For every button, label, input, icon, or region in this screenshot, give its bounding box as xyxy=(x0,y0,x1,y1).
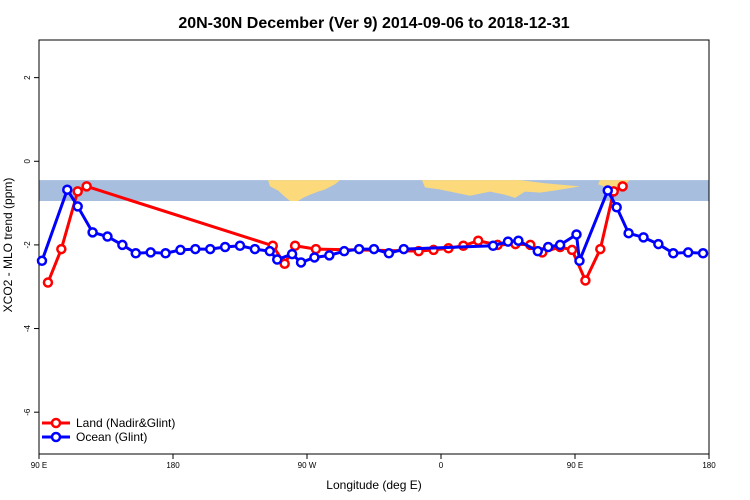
data-point-ocean xyxy=(36,255,48,267)
data-point-ocean xyxy=(219,241,231,253)
data-point-ocean xyxy=(513,235,524,246)
data-point-ocean xyxy=(175,244,186,256)
x-tick-label: 0 xyxy=(439,461,444,470)
data-point-ocean xyxy=(295,257,307,268)
data-point-ocean xyxy=(697,248,709,259)
y-axis-label: XCO2 - MLO trend (ppm) xyxy=(1,178,15,313)
data-point-land xyxy=(310,243,322,255)
data-point-ocean xyxy=(190,243,201,255)
x-tick-label: 180 xyxy=(166,461,180,470)
data-point-ocean xyxy=(117,239,128,251)
data-point-ocean xyxy=(204,243,216,255)
data-point-land xyxy=(56,243,67,255)
data-point-ocean xyxy=(102,231,113,242)
plot-frame xyxy=(38,39,710,455)
x-tick-label: 90 W xyxy=(298,461,317,470)
data-point-ocean xyxy=(130,248,142,259)
data-point-ocean xyxy=(72,201,83,212)
data-point-land xyxy=(42,277,54,288)
data-point-ocean xyxy=(653,238,664,250)
data-point-ocean xyxy=(571,229,582,240)
data-point-ocean xyxy=(487,240,499,251)
series-layer xyxy=(36,181,709,288)
data-point-ocean xyxy=(602,185,614,196)
legend-label: Land (Nadir&Glint) xyxy=(76,416,175,430)
y-tick-label: 0 xyxy=(23,158,32,163)
data-point-ocean xyxy=(338,245,350,257)
y-axis: 2 0 -2 -4 -6 xyxy=(23,75,39,416)
data-point-ocean xyxy=(249,243,261,255)
y-tick-label: -6 xyxy=(23,408,32,416)
x-tick-label: 90 E xyxy=(567,461,583,470)
data-point-ocean xyxy=(353,243,365,255)
data-point-ocean xyxy=(668,248,679,259)
data-point-ocean xyxy=(532,245,544,257)
data-point-ocean xyxy=(286,248,298,260)
legend-swatch-marker xyxy=(50,431,62,443)
y-tick-label: -2 xyxy=(23,241,32,249)
data-point-ocean xyxy=(638,232,649,243)
y-tick-label: 2 xyxy=(23,75,32,80)
data-point-ocean xyxy=(502,236,514,247)
legend-label: Ocean (Glint) xyxy=(76,430,147,444)
data-point-ocean xyxy=(383,248,395,259)
data-point-ocean xyxy=(264,245,276,257)
data-point-ocean xyxy=(682,247,694,258)
x-tick-label: 180 xyxy=(702,461,716,470)
data-point-ocean xyxy=(324,250,335,261)
data-point-land xyxy=(279,258,290,269)
legend: Land (Nadir&Glint)Ocean (Glint) xyxy=(42,416,175,444)
data-point-land xyxy=(81,181,92,192)
map-land-2 xyxy=(422,180,580,198)
y-tick-label: -4 xyxy=(23,324,32,332)
data-point-ocean xyxy=(271,254,283,265)
data-point-ocean xyxy=(554,239,566,251)
data-point-ocean xyxy=(611,202,622,213)
legend-swatch-marker xyxy=(50,417,62,429)
data-point-ocean xyxy=(309,252,320,263)
data-point-land xyxy=(617,181,628,192)
data-point-ocean xyxy=(145,247,156,258)
data-point-ocean xyxy=(87,227,98,238)
data-point-land xyxy=(289,240,301,251)
data-point-ocean xyxy=(62,184,73,195)
data-point-ocean xyxy=(542,241,554,253)
x-axis: 90 E 180 90 W 0 90 E 180 xyxy=(31,454,716,470)
x-axis-label: Longitude (deg E) xyxy=(326,478,421,492)
data-point-ocean xyxy=(160,248,171,259)
data-point-ocean xyxy=(623,227,634,239)
data-point-land xyxy=(472,235,484,246)
data-point-ocean xyxy=(234,240,246,251)
data-point-ocean xyxy=(398,243,410,255)
data-point-land xyxy=(566,244,578,256)
x-tick-label: 90 E xyxy=(31,461,47,470)
data-point-land xyxy=(595,243,606,255)
data-point-land xyxy=(72,186,83,197)
chart-title: 20N-30N December (Ver 9) 2014-09-06 to 2… xyxy=(178,15,569,32)
data-point-land xyxy=(580,275,591,286)
map-land-1 xyxy=(268,180,340,201)
data-point-ocean xyxy=(368,243,380,255)
data-point-ocean xyxy=(574,255,585,267)
